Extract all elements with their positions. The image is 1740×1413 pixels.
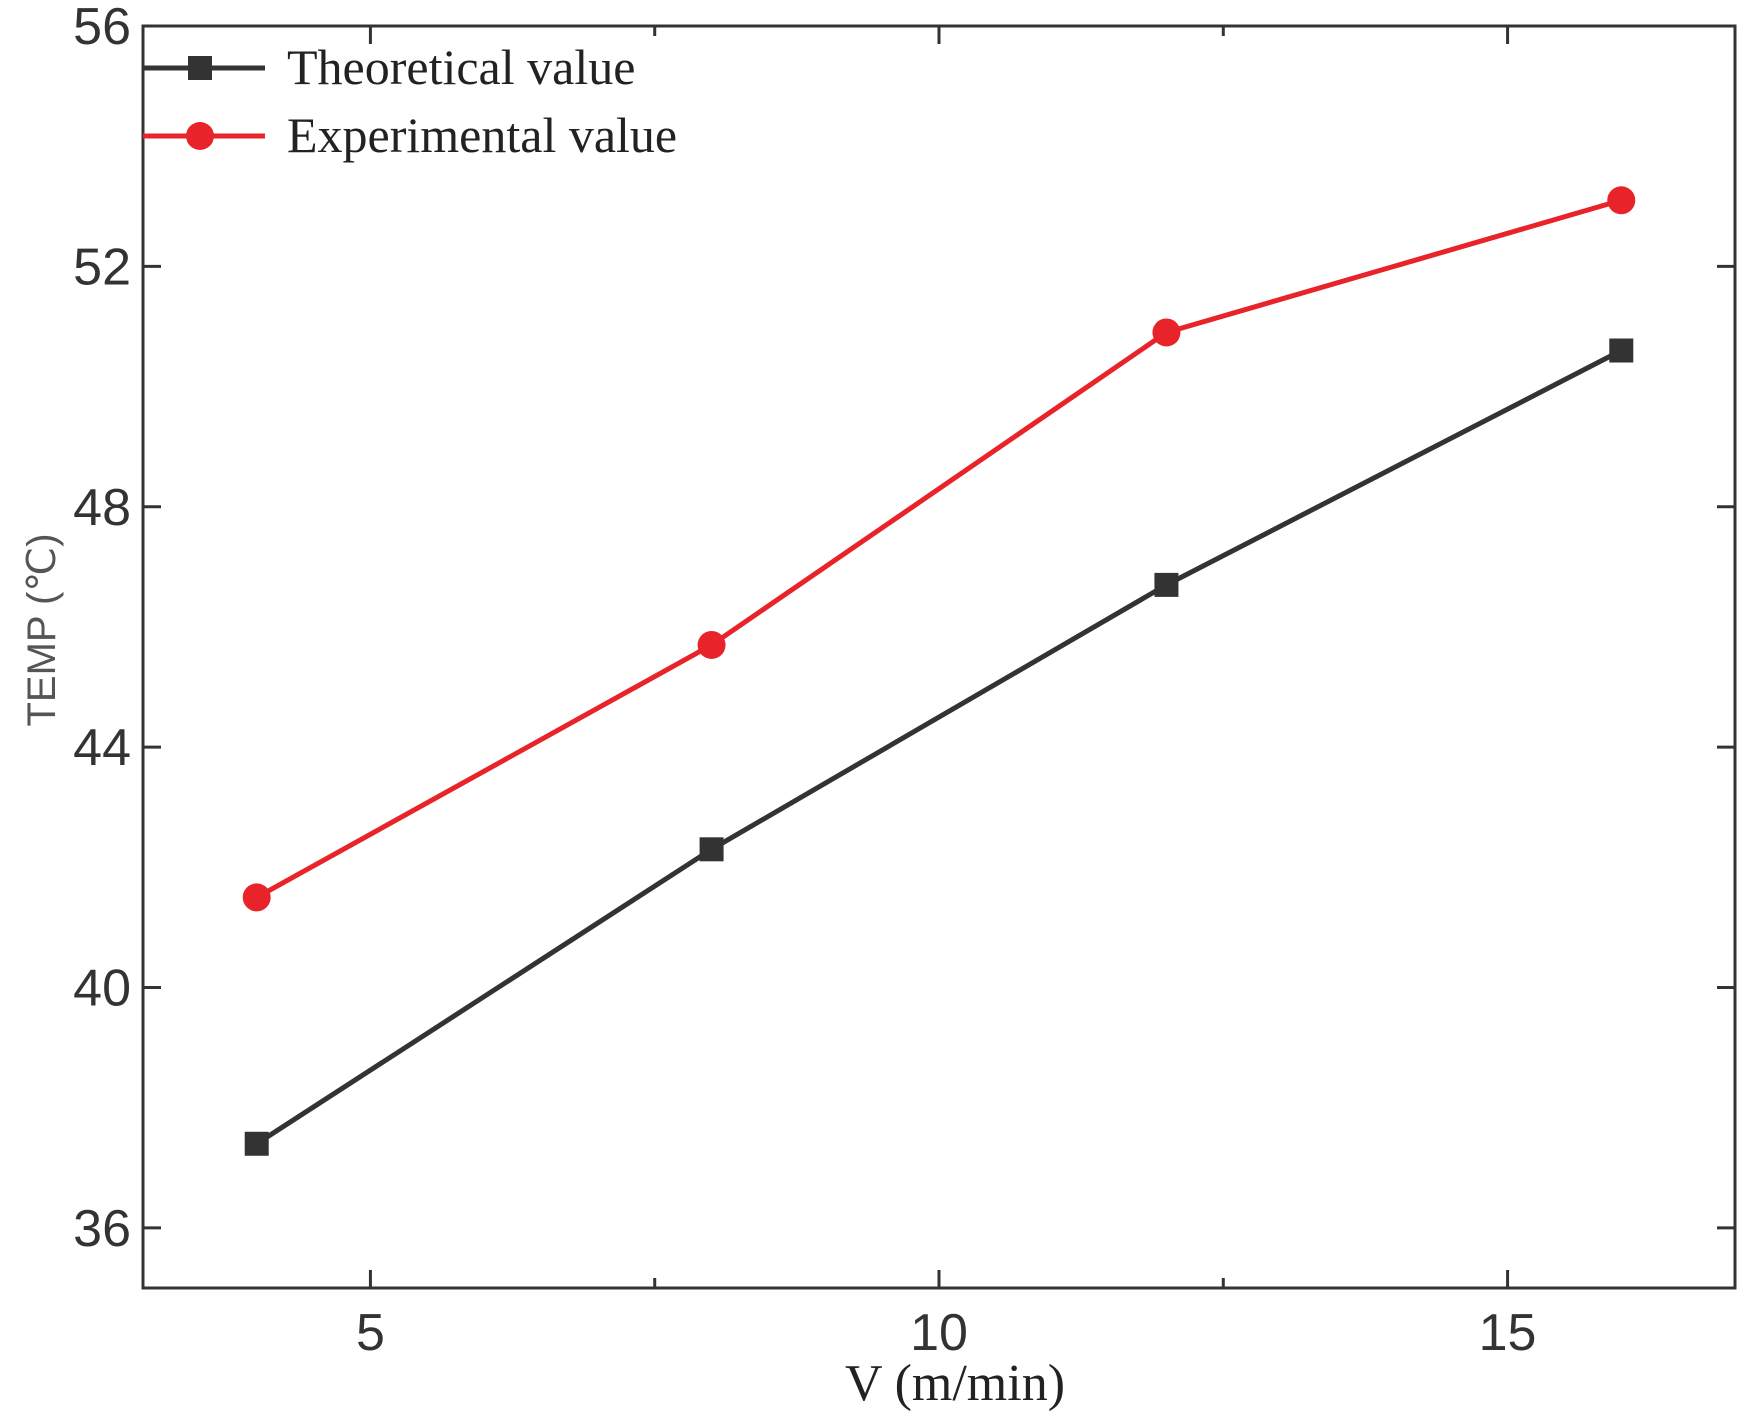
series-line-2: [255, 197, 1622, 900]
data-point-square: [1154, 572, 1179, 597]
y-tick-label: 40: [73, 960, 131, 1018]
y-axis: 36 40 44 48 52 56: [73, 0, 1735, 1258]
plot-frame: [141, 24, 1737, 1290]
x-tick-label: 10: [910, 1304, 968, 1362]
y-tick-label: 48: [73, 479, 131, 537]
y-tick-label: 52: [73, 238, 131, 296]
x-tick-label: 15: [1479, 1304, 1537, 1362]
legend-label-1: Theoretical value: [287, 39, 635, 95]
data-point-square: [1609, 338, 1634, 363]
axes-frame: [141, 24, 1737, 1290]
data-point-square: [699, 837, 724, 862]
x-tick-label: 5: [356, 1304, 385, 1362]
data-point-square: [244, 1131, 269, 1156]
data-point-circle: [697, 630, 726, 659]
y-axis-title: TEMP (℃): [20, 533, 64, 726]
y-tick-label: 56: [73, 0, 131, 56]
legend-marker-circle: [186, 122, 214, 150]
legend-label-2: Experimental value: [287, 107, 677, 163]
y-tick-label: 44: [73, 719, 131, 777]
plot-area: [242, 186, 1636, 1156]
x-axis-title: V (m/min): [845, 1355, 1065, 1412]
data-point-circle: [1152, 318, 1181, 347]
legend: Theoretical value Experimental value: [143, 39, 677, 163]
legend-marker-square: [188, 56, 212, 80]
y-tick-label: 36: [73, 1200, 131, 1258]
series-line-1: [255, 348, 1623, 1146]
data-point-circle: [242, 883, 271, 912]
x-axis: 5 10 15: [356, 26, 1537, 1362]
data-point-circle: [1607, 186, 1636, 215]
